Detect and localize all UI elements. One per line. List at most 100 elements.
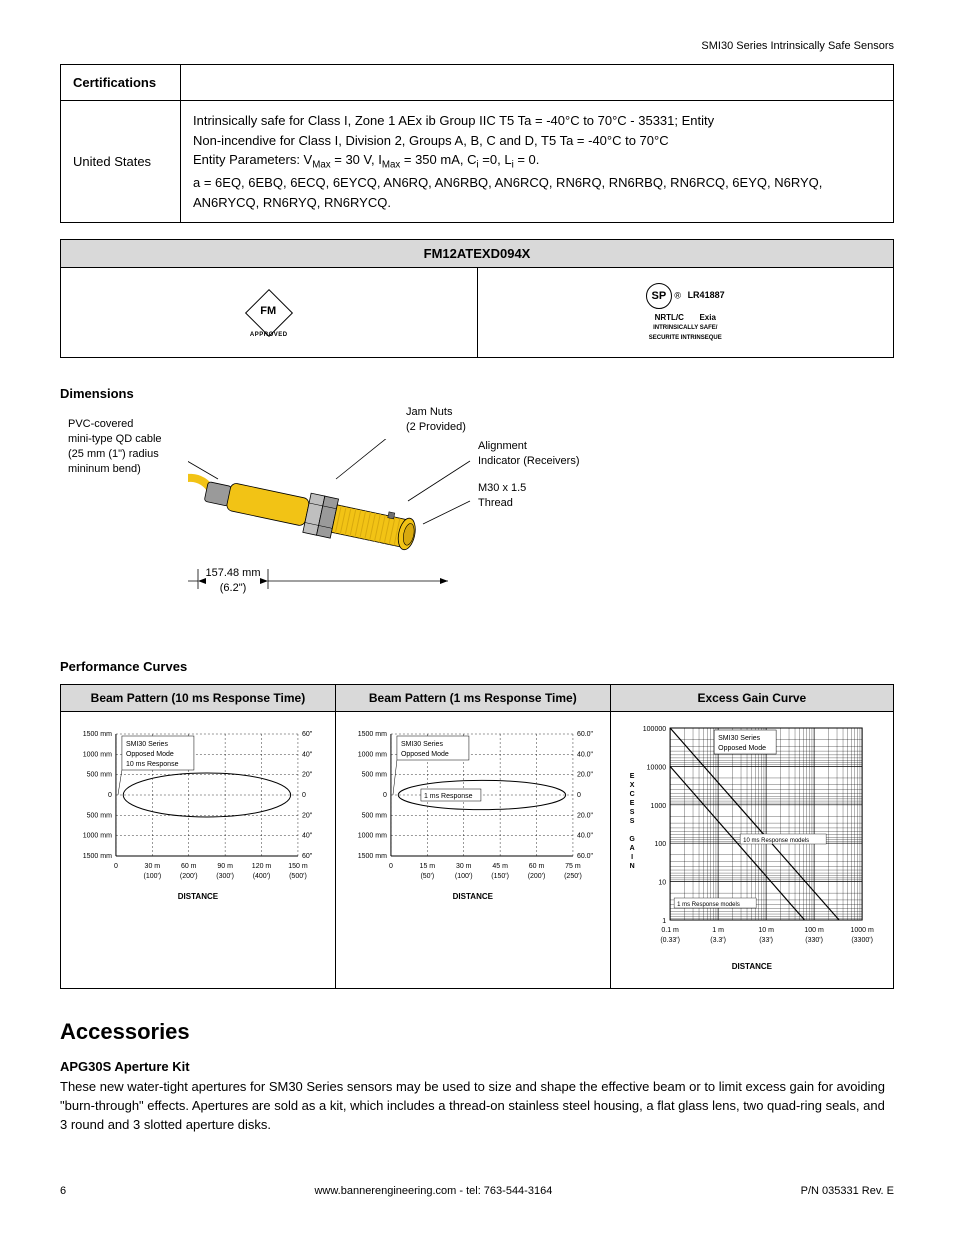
svg-text:S: S: [630, 818, 635, 825]
page-footer: 6 www.bannerengineering.com - tel: 763-5…: [60, 1185, 894, 1197]
svg-text:40.0": 40.0": [577, 833, 594, 840]
svg-text:(50'): (50'): [420, 873, 434, 880]
cert-body: Intrinsically safe for Class I, Zone 1 A…: [181, 101, 894, 223]
chart3-xlabel: DISTANCE: [617, 962, 887, 971]
svg-text:100000: 100000: [643, 726, 666, 733]
svg-text:1500 mm: 1500 mm: [358, 731, 387, 738]
svg-text:20": 20": [302, 813, 313, 820]
svg-text:20.0": 20.0": [577, 772, 594, 779]
svg-text:N: N: [629, 863, 634, 870]
svg-text:100 m: 100 m: [804, 927, 824, 934]
certifications-table: Certifications United States Intrinsical…: [60, 64, 894, 223]
svg-text:100: 100: [654, 841, 666, 848]
footer-center: www.bannerengineering.com - tel: 763-544…: [314, 1185, 552, 1197]
svg-text:1 ms Response: 1 ms Response: [424, 793, 473, 800]
chart2-xlabel: DISTANCE: [342, 892, 604, 901]
svg-text:40": 40": [302, 752, 313, 759]
csa-safe2: SECURITE INTRINSEQUE: [490, 335, 882, 343]
accessories-sub: APG30S Aperture Kit: [60, 1059, 894, 1074]
svg-text:(150'): (150'): [491, 873, 509, 880]
dimensions-title: Dimensions: [60, 386, 894, 401]
svg-text:10 ms Response models: 10 ms Response models: [743, 838, 809, 844]
perf-h3: Excess Gain Curve: [610, 685, 893, 712]
beam-pattern-1ms-chart: 1500 mm 60.0" 1000 mm 40.0" 500 mm 20.0" 0 0 500…: [342, 720, 604, 890]
svg-text:30 m: 30 m: [456, 863, 472, 870]
svg-text:Opposed Mode: Opposed Mode: [718, 745, 766, 752]
svg-text:0: 0: [389, 863, 393, 870]
svg-text:0: 0: [577, 792, 581, 799]
svg-text:G: G: [629, 836, 635, 843]
chart1-cell: 1500 mm60"1000 mm40"500 mm20"00500 mm20"…: [61, 712, 336, 989]
fm-text: FM: [260, 305, 276, 317]
svg-text:10000: 10000: [646, 765, 666, 772]
cert-line: =0, L: [479, 152, 512, 167]
sensor-diagram-icon: [188, 439, 488, 639]
svg-text:Opposed Mode: Opposed Mode: [126, 751, 174, 758]
footer-page: 6: [60, 1185, 66, 1197]
svg-text:60.0": 60.0": [577, 853, 594, 860]
svg-text:(500'): (500'): [289, 873, 307, 880]
svg-text:1 m: 1 m: [712, 927, 724, 934]
svg-text:500 mm: 500 mm: [362, 772, 387, 779]
svg-text:150 m: 150 m: [288, 863, 308, 870]
svg-text:60 m: 60 m: [529, 863, 545, 870]
accessories-body: These new water-tight apertures for SM30…: [60, 1078, 894, 1135]
svg-text:E: E: [630, 773, 635, 780]
svg-text:0: 0: [383, 792, 387, 799]
svg-text:1000 mm: 1000 mm: [83, 752, 112, 759]
svg-text:0.1 m: 0.1 m: [661, 927, 679, 934]
perf-table: Beam Pattern (10 ms Response Time) Beam …: [60, 684, 894, 989]
csa-exia: Exia: [699, 313, 715, 322]
svg-text:1000 mm: 1000 mm: [358, 752, 387, 759]
svg-text:60 m: 60 m: [181, 863, 197, 870]
svg-text:90 m: 90 m: [217, 863, 233, 870]
beam-pattern-10ms-chart: 1500 mm60"1000 mm40"500 mm20"00500 mm20"…: [67, 720, 329, 890]
dimensions-figure: PVC-covered mini-type QD cable (25 mm (1…: [68, 411, 628, 631]
svg-text:1: 1: [662, 918, 666, 925]
cert-line: a = 6EQ, 6EBQ, 6ECQ, 6EYCQ, AN6RQ, AN6RB…: [193, 175, 822, 210]
svg-text:30 m: 30 m: [145, 863, 161, 870]
cert-country: United States: [61, 101, 181, 223]
cert-line: Non-incendive for Class I, Division 2, G…: [193, 133, 669, 148]
cert-header-blank: [181, 65, 894, 101]
svg-text:1000: 1000: [650, 803, 666, 810]
csa-badge-icon: SP: [646, 283, 672, 309]
cert-header: Certifications: [61, 65, 181, 101]
svg-text:(250'): (250'): [564, 873, 582, 880]
fm-table: FM12ATEXD094X FM APPROVED SP ® LR41887 N…: [60, 239, 894, 358]
csa-nrtl: NRTL/C: [655, 313, 684, 322]
chart2-cell: 1500 mm 60.0" 1000 mm 40.0" 500 mm 20.0" 0 0 500…: [335, 712, 610, 989]
svg-text:0: 0: [108, 792, 112, 799]
perf-h1: Beam Pattern (10 ms Response Time): [61, 685, 336, 712]
svg-text:A: A: [629, 845, 634, 852]
csa-safe1: INTRINSICALLY SAFE/: [490, 325, 882, 333]
chart3-cell: 1000001000010001001010.1 m(0.33')1 m(3.3…: [610, 712, 893, 989]
svg-text:C: C: [629, 791, 634, 798]
svg-text:S: S: [630, 809, 635, 816]
svg-text:1500 mm: 1500 mm: [358, 853, 387, 860]
svg-text:1000 mm: 1000 mm: [83, 833, 112, 840]
svg-text:10: 10: [658, 880, 666, 887]
svg-text:(100'): (100'): [455, 873, 473, 880]
svg-text:1500 mm: 1500 mm: [83, 731, 112, 738]
fm-cell: FM APPROVED: [61, 268, 478, 358]
svg-text:500 mm: 500 mm: [87, 772, 112, 779]
accessories-heading: Accessories: [60, 1019, 894, 1045]
cert-line: Entity Parameters: V: [193, 152, 312, 167]
svg-text:1500 mm: 1500 mm: [83, 853, 112, 860]
cert-line: Intrinsically safe for Class I, Zone 1 A…: [193, 113, 714, 128]
svg-text:10 m: 10 m: [758, 927, 774, 934]
svg-text:(33'): (33'): [759, 937, 773, 944]
svg-text:500 mm: 500 mm: [362, 813, 387, 820]
doc-header: SMI30 Series Intrinsically Safe Sensors: [60, 40, 894, 52]
svg-text:SMI30 Series: SMI30 Series: [401, 741, 444, 748]
dim-label-align: Alignment Indicator (Receivers): [478, 439, 579, 469]
cert-line: = 350 mA, C: [400, 152, 476, 167]
svg-text:Opposed Mode: Opposed Mode: [401, 751, 449, 758]
cert-sub: Max: [382, 160, 400, 171]
svg-text:(100'): (100'): [143, 873, 161, 880]
perf-title: Performance Curves: [60, 659, 894, 674]
svg-text:(200'): (200'): [180, 873, 198, 880]
svg-text:SMI30 Series: SMI30 Series: [126, 741, 169, 748]
svg-text:1000 mm: 1000 mm: [358, 833, 387, 840]
